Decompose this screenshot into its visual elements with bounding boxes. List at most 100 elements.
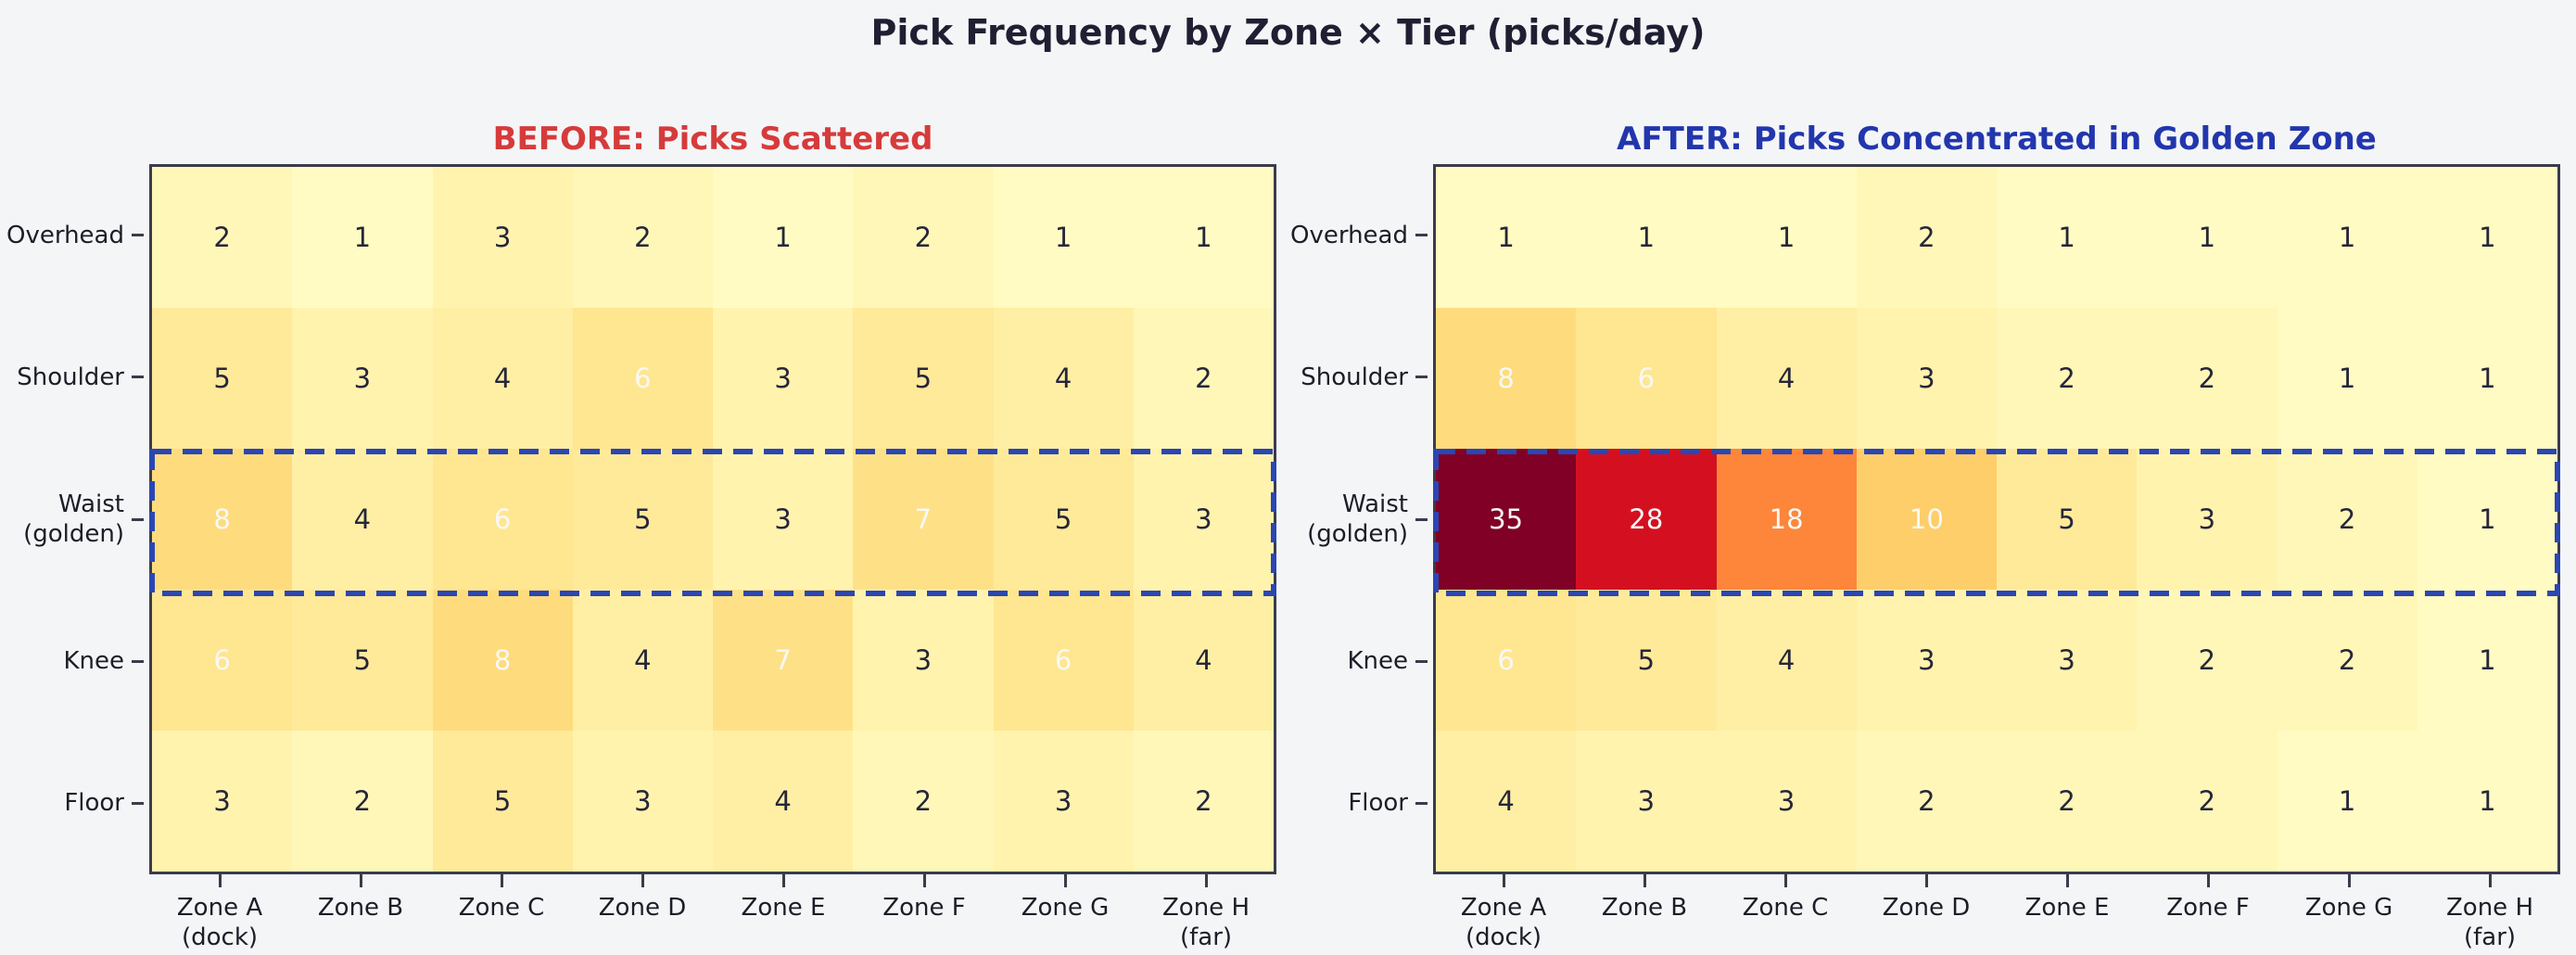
heatmap-cell-floor-zone-f: 2 — [853, 731, 994, 872]
heatmap-cell-overhead-zone-g: 1 — [2277, 167, 2417, 308]
heatmap-cell-floor-zone-e: 4 — [713, 731, 854, 872]
heatmap-cell-knee-zone-c: 8 — [432, 590, 573, 731]
heatmap-cell-shoulder-zone-f: 2 — [2137, 308, 2278, 449]
heatmap-cell-floor-zone-f: 2 — [2137, 731, 2278, 872]
y-tick-label: Overhead — [1290, 221, 1408, 249]
x-tick-mark — [922, 874, 926, 887]
heatmap-cell-waist-zone-a: 35 — [1436, 449, 1577, 590]
heatmap-cell-floor-zone-d: 2 — [1856, 731, 1997, 872]
heatmap-cell-knee-zone-d: 3 — [1856, 590, 1997, 731]
heatmap-cell-overhead-zone-a: 1 — [1436, 167, 1577, 308]
x-tick-mark — [2065, 874, 2069, 887]
x-tick-mark — [2488, 874, 2492, 887]
y-tick-mark — [132, 801, 144, 805]
x-tick-mark — [2347, 874, 2351, 887]
heatmap-cell-shoulder-zone-b: 6 — [1576, 308, 1717, 449]
x-tick-label: Zone E — [741, 894, 826, 922]
x-tick-label: Zone A (dock) — [1460, 894, 1547, 951]
heatmap-cell-floor-zone-d: 3 — [572, 731, 713, 872]
x-tick-mark — [781, 874, 785, 887]
heatmap-cell-waist-zone-b: 28 — [1576, 449, 1717, 590]
x-tick-mark — [1643, 874, 1646, 887]
x-tick-label: Zone C — [1742, 894, 1829, 922]
heatmap-cell-overhead-zone-h: 1 — [2417, 167, 2557, 308]
heatmap-cell-shoulder-zone-b: 3 — [292, 308, 433, 449]
heatmap-cell-overhead-zone-e: 1 — [1997, 167, 2138, 308]
heatmap-cell-waist-zone-e: 5 — [1997, 449, 2138, 590]
heatmap-cell-floor-zone-g: 1 — [2277, 731, 2417, 872]
heatmap-cell-floor-zone-g: 3 — [993, 731, 1134, 872]
heatmap-cell-knee-zone-b: 5 — [292, 590, 433, 731]
x-tick-label: Zone F — [882, 894, 966, 922]
heatmap-cell-floor-zone-c: 3 — [1716, 731, 1857, 872]
y-tick-mark — [1415, 234, 1428, 237]
x-tick-mark — [641, 874, 644, 887]
heatmap-cell-knee-zone-e: 7 — [713, 590, 854, 731]
heatmap-cell-waist-zone-f: 7 — [853, 449, 994, 590]
x-tick-label: Zone E — [2024, 894, 2110, 922]
figure-title: Pick Frequency by Zone × Tier (picks/day… — [870, 12, 1706, 53]
y-tick-mark — [1415, 376, 1428, 379]
x-tick-mark — [1783, 874, 1787, 887]
x-tick-label: Zone H (far) — [1161, 894, 1250, 951]
x-tick-mark — [2206, 874, 2210, 887]
heatmap-cell-waist-zone-b: 4 — [292, 449, 433, 590]
x-tick-mark — [1063, 874, 1067, 887]
heatmap-cell-waist-zone-h: 1 — [2417, 449, 2557, 590]
x-tick-label: Zone C — [458, 894, 545, 922]
heatmap-cell-shoulder-zone-g: 1 — [2277, 308, 2417, 449]
heatmap-cell-floor-zone-e: 2 — [1997, 731, 2138, 872]
heatmap-cell-shoulder-zone-a: 8 — [1436, 308, 1577, 449]
heatmap-cell-waist-zone-c: 18 — [1716, 449, 1857, 590]
heatmap-cell-overhead-zone-c: 1 — [1716, 167, 1857, 308]
y-tick-mark — [1415, 517, 1428, 521]
y-tick-label: Waist (golden) — [1307, 490, 1408, 548]
y-tick-mark — [132, 517, 144, 521]
heatmap-cell-floor-zone-h: 1 — [2417, 731, 2557, 872]
heatmap-cell-waist-zone-h: 3 — [1133, 449, 1274, 590]
x-tick-label: Zone G — [1021, 894, 1110, 922]
heatmap-cell-shoulder-zone-g: 4 — [993, 308, 1134, 449]
heatmap-cell-knee-zone-e: 3 — [1997, 590, 2138, 731]
y-tick-label: Floor — [64, 789, 124, 818]
x-tick-label: Zone B — [1601, 894, 1688, 922]
heatmap-cell-floor-zone-a: 4 — [1436, 731, 1577, 872]
heatmap-cell-floor-zone-a: 3 — [152, 731, 293, 872]
after-y-axis: Overhead Shoulder Waist (golden) Knee Floor — [1284, 164, 1430, 874]
heatmap-cell-overhead-zone-d: 2 — [1856, 167, 1997, 308]
before-x-axis: Zone A (dock) Zone B Zone C Zone D Zone E Zone… — [149, 874, 1276, 955]
heatmap-cell-floor-zone-h: 2 — [1133, 731, 1274, 872]
heatmap-cell-overhead-zone-g: 1 — [993, 167, 1134, 308]
heatmap-cell-overhead-zone-d: 2 — [572, 167, 713, 308]
x-tick-mark — [1502, 874, 1505, 887]
x-tick-label: Zone A (dock) — [176, 894, 263, 951]
heatmap-cell-shoulder-zone-c: 4 — [1716, 308, 1857, 449]
y-tick-mark — [1415, 659, 1428, 663]
heatmap-cell-knee-zone-g: 6 — [993, 590, 1134, 731]
heatmap-cell-waist-zone-g: 2 — [2277, 449, 2417, 590]
y-tick-mark — [132, 376, 144, 379]
heatmap-cell-shoulder-zone-d: 3 — [1856, 308, 1997, 449]
heatmap-cell-knee-zone-h: 4 — [1133, 590, 1274, 731]
heatmap-cell-overhead-zone-b: 1 — [1576, 167, 1717, 308]
heatmap-cell-waist-zone-f: 3 — [2137, 449, 2278, 590]
heatmap-cell-floor-zone-b: 2 — [292, 731, 433, 872]
x-tick-label: Zone G — [2304, 894, 2393, 922]
heatmap-cell-knee-zone-b: 5 — [1576, 590, 1717, 731]
y-tick-mark — [132, 234, 144, 237]
x-tick-mark — [1924, 874, 1928, 887]
y-tick-mark — [132, 659, 144, 663]
y-tick-label: Shoulder — [1301, 363, 1408, 391]
x-tick-mark — [359, 874, 362, 887]
heatmap-cell-shoulder-zone-h: 1 — [2417, 308, 2557, 449]
heatmap-cell-knee-zone-g: 2 — [2277, 590, 2417, 731]
heatmap-after: 1 1 1 2 1 1 1 1 8 6 4 3 2 2 1 1 35 28 18 10 5 3 2 1 6 5 4 3 3 2 2 1 4 3 3 2… — [1433, 164, 2560, 874]
heatmap-cell-knee-zone-a: 6 — [1436, 590, 1577, 731]
x-tick-label: Zone B — [317, 894, 404, 922]
heatmap-cell-floor-zone-c: 5 — [432, 731, 573, 872]
before-y-axis: Overhead Shoulder Waist (golden) Knee Floor — [0, 164, 146, 874]
